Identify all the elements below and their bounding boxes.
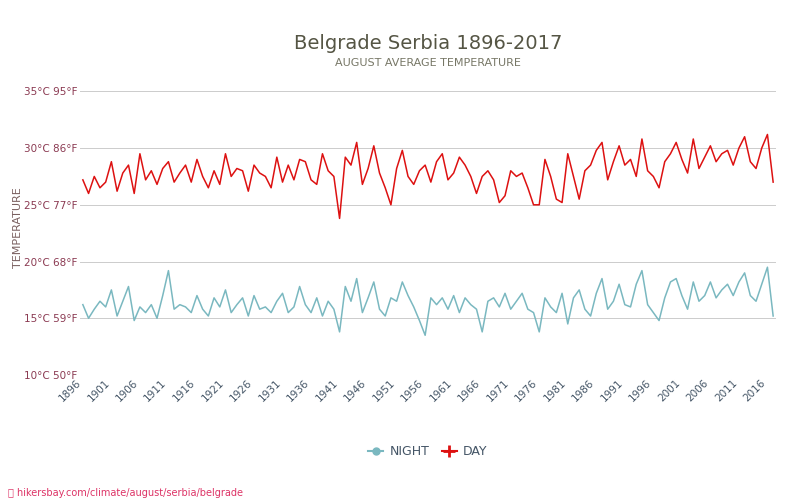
Y-axis label: TEMPERATURE: TEMPERATURE — [13, 187, 23, 268]
Title: Belgrade Serbia 1896-2017: Belgrade Serbia 1896-2017 — [294, 34, 562, 54]
Legend: NIGHT, DAY: NIGHT, DAY — [363, 440, 493, 463]
Text: AUGUST AVERAGE TEMPERATURE: AUGUST AVERAGE TEMPERATURE — [335, 58, 521, 68]
Text: ⌖ hikersbay.com/climate/august/serbia/belgrade: ⌖ hikersbay.com/climate/august/serbia/be… — [8, 488, 243, 498]
